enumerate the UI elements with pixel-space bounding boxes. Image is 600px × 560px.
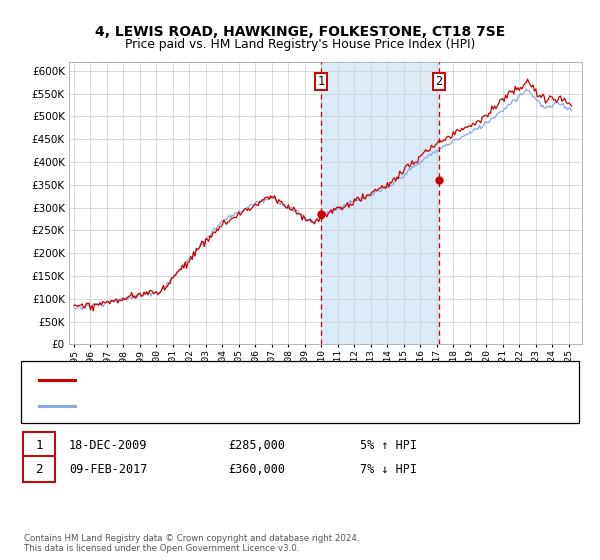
- Text: £285,000: £285,000: [228, 438, 285, 452]
- Text: Contains HM Land Registry data © Crown copyright and database right 2024.
This d: Contains HM Land Registry data © Crown c…: [24, 534, 359, 553]
- Text: 1: 1: [35, 438, 43, 452]
- Text: £360,000: £360,000: [228, 463, 285, 476]
- Text: 2: 2: [435, 75, 442, 88]
- Text: HPI: Average price, detached house, Folkestone and Hythe: HPI: Average price, detached house, Folk…: [84, 401, 448, 411]
- Text: 2: 2: [35, 463, 43, 476]
- Text: 4, LEWIS ROAD, HAWKINGE, FOLKESTONE, CT18 7SE (detached house): 4, LEWIS ROAD, HAWKINGE, FOLKESTONE, CT1…: [84, 375, 487, 385]
- Text: 7% ↓ HPI: 7% ↓ HPI: [360, 463, 417, 476]
- Text: 5% ↑ HPI: 5% ↑ HPI: [360, 438, 417, 452]
- Text: 18-DEC-2009: 18-DEC-2009: [69, 438, 148, 452]
- Text: 1: 1: [317, 75, 325, 88]
- Text: Price paid vs. HM Land Registry's House Price Index (HPI): Price paid vs. HM Land Registry's House …: [125, 38, 475, 51]
- Bar: [321, 62, 439, 344]
- Text: 09-FEB-2017: 09-FEB-2017: [69, 463, 148, 476]
- Text: 4, LEWIS ROAD, HAWKINGE, FOLKESTONE, CT18 7SE: 4, LEWIS ROAD, HAWKINGE, FOLKESTONE, CT1…: [95, 25, 505, 39]
